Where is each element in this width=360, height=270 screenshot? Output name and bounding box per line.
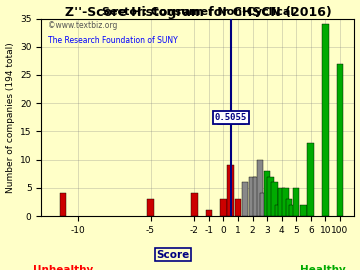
Text: Unhealthy: Unhealthy [33, 265, 93, 270]
Bar [60, 193, 67, 216]
Y-axis label: Number of companies (194 total): Number of companies (194 total) [5, 42, 14, 193]
Bar [282, 188, 289, 216]
Bar [300, 205, 307, 216]
Bar [220, 199, 227, 216]
Bar [235, 199, 241, 216]
Bar [275, 205, 281, 216]
Bar [257, 160, 263, 216]
Bar [285, 199, 292, 216]
Bar [264, 171, 270, 216]
Bar [253, 177, 260, 216]
Bar [242, 182, 248, 216]
Bar [278, 188, 285, 216]
Text: Sector: Consumer Non-Cyclical: Sector: Consumer Non-Cyclical [102, 6, 294, 16]
Bar [267, 177, 274, 216]
Text: Healthy: Healthy [300, 265, 346, 270]
Bar [260, 193, 267, 216]
Bar [271, 182, 278, 216]
Bar [293, 188, 300, 216]
Text: ©www.textbiz.org: ©www.textbiz.org [48, 21, 117, 29]
Bar [191, 193, 198, 216]
Bar [337, 64, 343, 216]
Bar [289, 205, 296, 216]
Title: Z''-Score Histogram for CHSCN (2016): Z''-Score Histogram for CHSCN (2016) [64, 6, 331, 19]
Bar [228, 165, 234, 216]
Text: 0.5055: 0.5055 [215, 113, 247, 122]
Text: The Research Foundation of SUNY: The Research Foundation of SUNY [48, 36, 177, 45]
Bar [147, 199, 154, 216]
Bar [206, 210, 212, 216]
Bar [322, 24, 329, 216]
Bar [307, 143, 314, 216]
Bar [249, 177, 256, 216]
Text: Score: Score [156, 249, 189, 259]
